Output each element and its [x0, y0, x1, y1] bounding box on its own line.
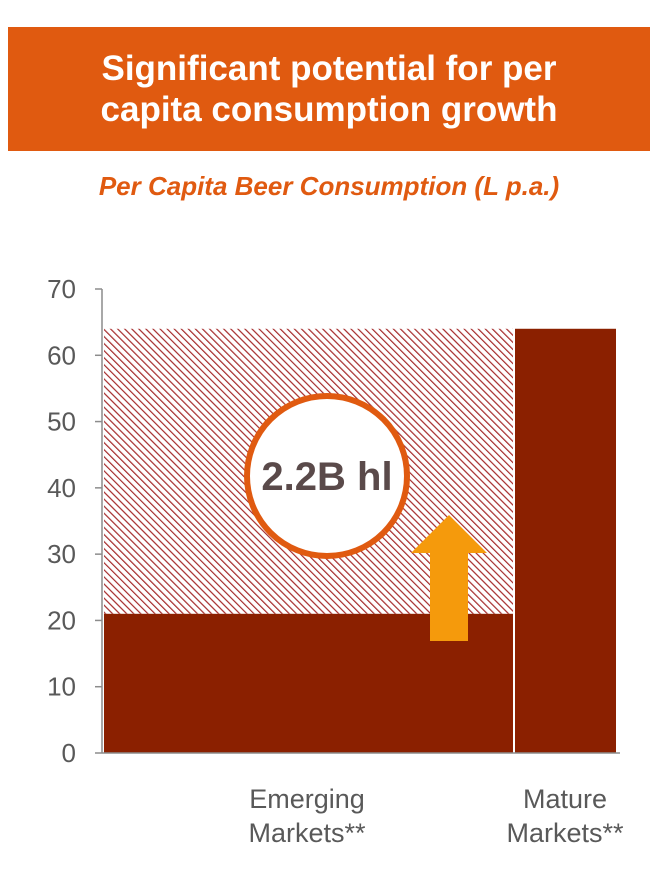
up-arrow-icon	[411, 515, 487, 641]
chart-title: Per Capita Beer Consumption (L p.a.)	[98, 171, 560, 201]
y-tick-label: 70	[47, 274, 76, 304]
category-label: Mature Markets**	[506, 784, 624, 848]
banner-title: Significant potential for per capita con…	[100, 49, 558, 129]
y-tick-label: 0	[62, 738, 76, 768]
annotation-label: 2.2B hl	[261, 455, 392, 499]
y-tick-label: 10	[47, 672, 76, 702]
category-label: Emerging Markets**	[248, 784, 366, 848]
y-tick-label: 40	[47, 473, 76, 503]
y-tick-label: 50	[47, 407, 76, 437]
bar-mature	[515, 328, 616, 753]
y-tick-label: 20	[47, 605, 76, 635]
y-tick-label: 30	[47, 539, 76, 569]
annotation-circle	[244, 393, 410, 559]
y-tick-label: 60	[47, 340, 76, 370]
title-banner: Significant potential for per capita con…	[8, 27, 650, 151]
